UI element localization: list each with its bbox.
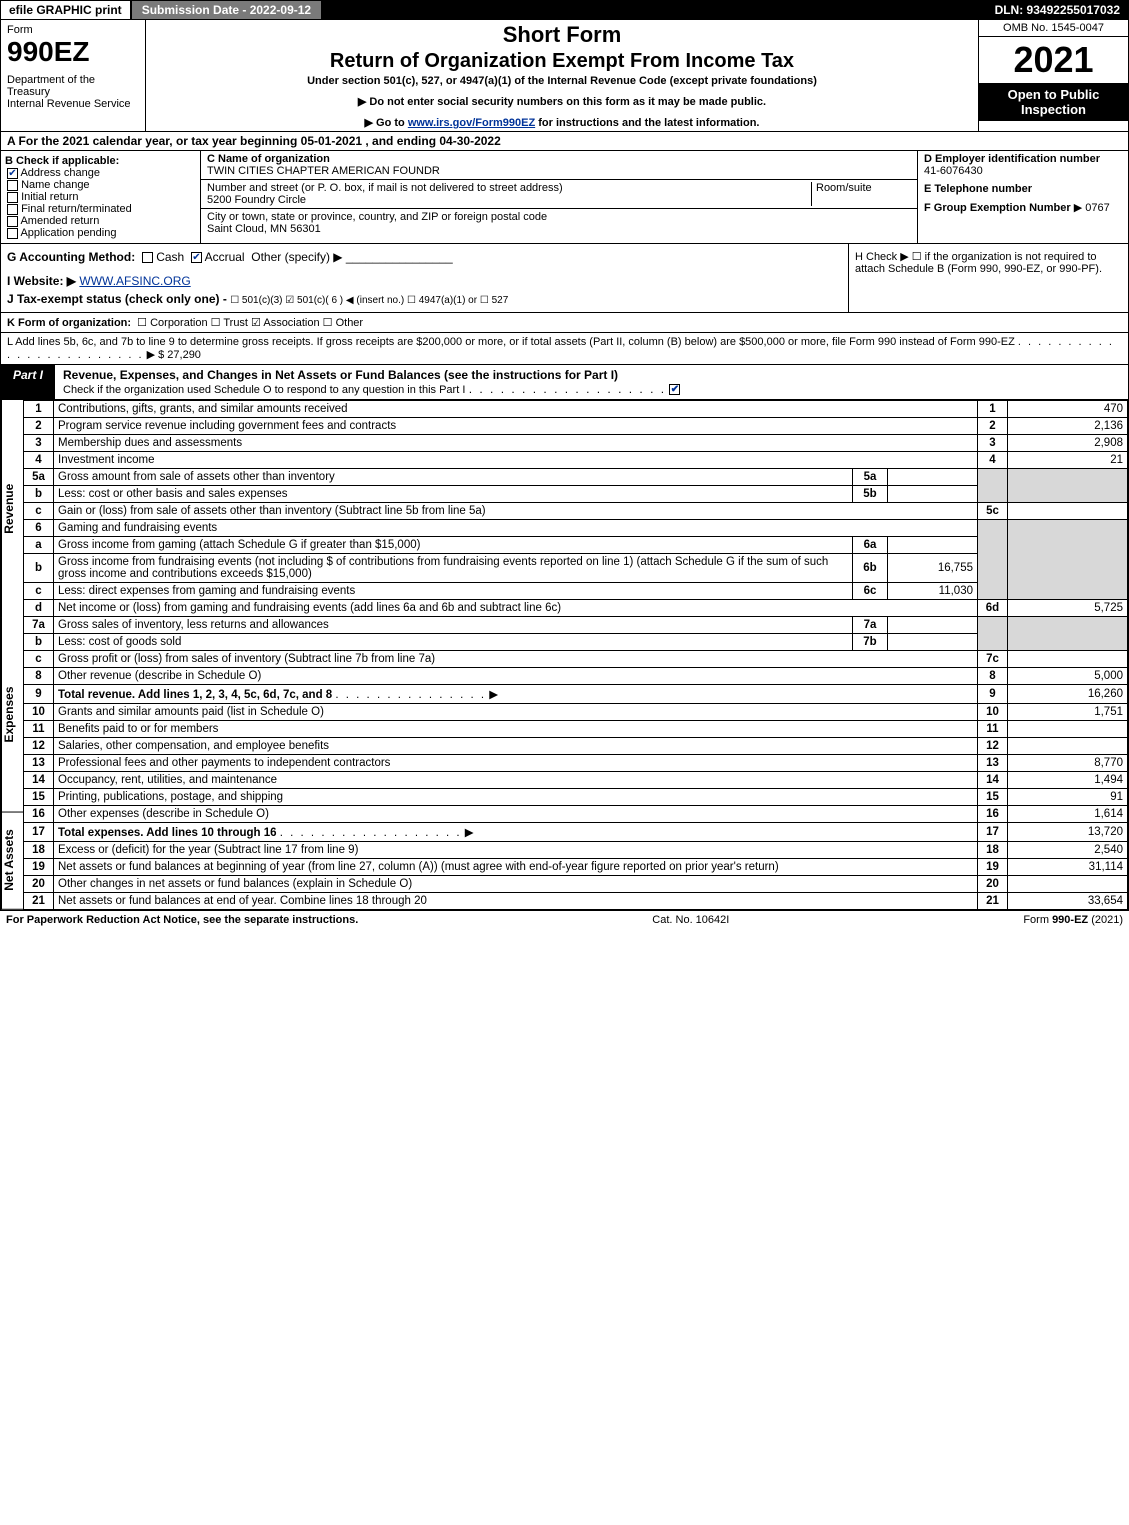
section-bcdef: B Check if applicable: Address change Na… (0, 151, 1129, 244)
c-city-label: City or town, state or province, country… (207, 211, 547, 223)
h-schedule-b: H Check ▶ ☐ if the organization is not r… (848, 244, 1128, 312)
side-revenue: Revenue (1, 400, 23, 618)
line-1-rn: 1 (978, 401, 1008, 418)
tax-year: 2021 (979, 37, 1128, 83)
department: Department of the Treasury Internal Reve… (7, 74, 139, 110)
g-cash[interactable]: Cash (156, 250, 184, 264)
line-1-num: 1 (24, 401, 54, 418)
k-options[interactable]: ☐ Corporation ☐ Trust ☑ Association ☐ Ot… (137, 317, 363, 329)
dln: DLN: 93492255017032 (987, 1, 1128, 19)
part-1-bar: Part I Revenue, Expenses, and Changes in… (0, 365, 1129, 400)
k-label: K Form of organization: (7, 317, 131, 329)
g-accounting: G Accounting Method: Cash Accrual Other … (1, 244, 848, 312)
short-form-title: Short Form (154, 22, 970, 48)
j-label: J Tax-exempt status (check only one) - (7, 292, 227, 306)
footer-left: For Paperwork Reduction Act Notice, see … (6, 914, 358, 926)
side-expenses: Expenses (1, 618, 23, 813)
chk-amended-return[interactable]: Amended return (5, 215, 196, 227)
c-street-label: Number and street (or P. O. box, if mail… (207, 182, 563, 194)
goto-post: for instructions and the latest informat… (535, 117, 759, 129)
part-1-checkbox[interactable] (669, 384, 680, 395)
submission-date: Submission Date - 2022-09-12 (132, 1, 322, 19)
col-c-org-info: C Name of organization TWIN CITIES CHAPT… (201, 151, 918, 243)
line-1-text: Contributions, gifts, grants, and simila… (54, 401, 978, 418)
part-1-tag: Part I (1, 365, 55, 399)
room-suite-label: Room/suite (811, 182, 911, 206)
group-value: ▶ 0767 (1074, 202, 1110, 214)
l-text: L Add lines 5b, 6c, and 7b to line 9 to … (7, 336, 1015, 348)
row-l: L Add lines 5b, 6c, and 7b to line 9 to … (0, 333, 1129, 365)
header-right: OMB No. 1545-0047 2021 Open to Public In… (978, 20, 1128, 131)
footer-formref: Form 990-EZ (2021) (1023, 914, 1123, 926)
chk-application-pending[interactable]: Application pending (5, 227, 196, 239)
c-name-label: C Name of organization (207, 153, 330, 165)
e-phone-label: E Telephone number (924, 183, 1032, 195)
efile-print-button[interactable]: efile GRAPHIC print (1, 1, 132, 19)
col-b-checkboxes: B Check if applicable: Address change Na… (1, 151, 201, 243)
org-name: TWIN CITIES CHAPTER AMERICAN FOUNDR (207, 165, 440, 177)
d-ein-label: D Employer identification number (924, 153, 1100, 165)
subtitle-section: Under section 501(c), 527, or 4947(a)(1)… (154, 75, 970, 87)
header-mid: Short Form Return of Organization Exempt… (146, 20, 978, 131)
chk-name-change[interactable]: Name change (5, 179, 196, 191)
ein-value: 41-6076430 (924, 165, 983, 177)
top-bar: efile GRAPHIC print Submission Date - 20… (0, 0, 1129, 20)
col-def: D Employer identification number41-60764… (918, 151, 1128, 243)
i-website-label: I Website: ▶ (7, 274, 76, 288)
financial-block: Revenue Expenses Net Assets 1Contributio… (0, 400, 1129, 911)
form-number: 990EZ (7, 36, 139, 68)
subtitle-ssn: ▶ Do not enter social security numbers o… (154, 95, 970, 108)
b-label: B Check if applicable: (5, 155, 196, 167)
omb-number: OMB No. 1545-0047 (979, 20, 1128, 37)
org-city: Saint Cloud, MN 56301 (207, 223, 321, 235)
form-header: Form 990EZ Department of the Treasury In… (0, 20, 1129, 132)
chk-initial-return[interactable]: Initial return (5, 191, 196, 203)
line-1-val: 470 (1008, 401, 1128, 418)
goto-pre: ▶ Go to (365, 117, 408, 129)
form-word: Form (7, 24, 139, 36)
part-1-check-line: Check if the organization used Schedule … (63, 384, 465, 396)
footer-catno: Cat. No. 10642I (652, 914, 729, 926)
open-to-public: Open to Public Inspection (979, 83, 1128, 121)
row-a-tax-year: A For the 2021 calendar year, or tax yea… (0, 132, 1129, 151)
chk-address-change[interactable]: Address change (5, 167, 196, 179)
financial-table: 1Contributions, gifts, grants, and simil… (23, 400, 1128, 910)
website-link[interactable]: WWW.AFSINC.ORG (79, 274, 190, 288)
f-group-label: F Group Exemption Number (924, 202, 1071, 214)
irs-link[interactable]: www.irs.gov/Form990EZ (408, 117, 535, 129)
org-street: 5200 Foundry Circle (207, 194, 306, 206)
page-footer: For Paperwork Reduction Act Notice, see … (0, 911, 1129, 929)
l-value: ▶ $ 27,290 (147, 349, 201, 361)
g-label: G Accounting Method: (7, 250, 135, 264)
chk-final-return[interactable]: Final return/terminated (5, 203, 196, 215)
part-1-title: Revenue, Expenses, and Changes in Net As… (55, 365, 1128, 399)
g-accrual[interactable]: Accrual (205, 250, 245, 264)
header-left: Form 990EZ Department of the Treasury In… (1, 20, 146, 131)
g-other[interactable]: Other (specify) ▶ (251, 250, 342, 264)
return-title: Return of Organization Exempt From Incom… (154, 50, 970, 73)
subtitle-goto: ▶ Go to www.irs.gov/Form990EZ for instru… (154, 116, 970, 129)
section-gh: G Accounting Method: Cash Accrual Other … (0, 244, 1129, 313)
side-netassets: Net Assets (1, 812, 23, 910)
j-options[interactable]: ☐ 501(c)(3) ☑ 501(c)( 6 ) ◀ (insert no.)… (230, 295, 508, 306)
row-k: K Form of organization: ☐ Corporation ☐ … (0, 313, 1129, 333)
